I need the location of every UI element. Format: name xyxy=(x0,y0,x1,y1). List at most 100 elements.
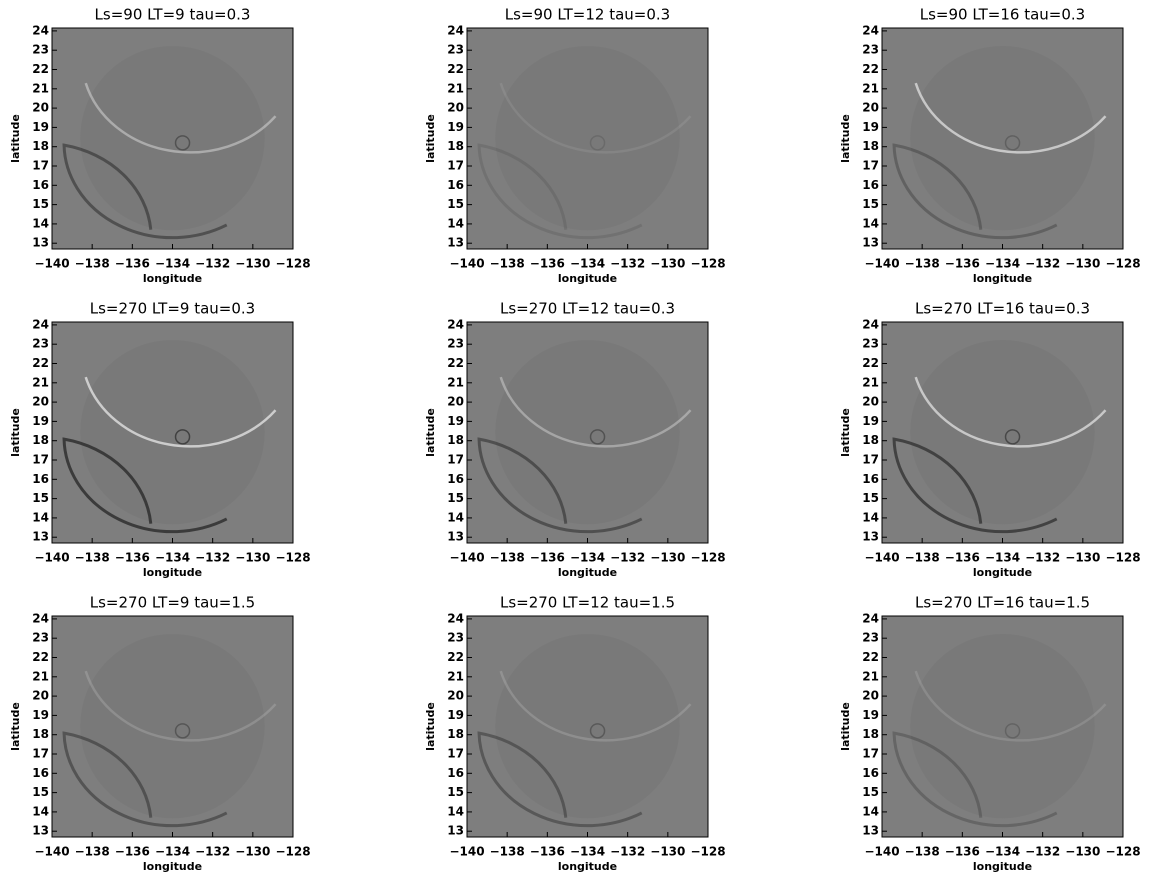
x-tick-label: −134 xyxy=(570,257,605,271)
y-tick-label: 13 xyxy=(32,236,49,250)
y-tick-label: 18 xyxy=(447,727,464,741)
y-tick-label: 16 xyxy=(32,766,49,780)
relief-rim-light xyxy=(914,376,1107,448)
relief-shield xyxy=(495,339,680,525)
y-axis-label: latitude xyxy=(839,114,852,163)
y-tick-label: 20 xyxy=(447,689,464,703)
x-tick-label: −140 xyxy=(34,551,69,565)
y-tick-label: 21 xyxy=(447,375,464,389)
y-tick-label: 21 xyxy=(862,375,879,389)
y-tick-label: 23 xyxy=(32,337,49,351)
y-tick-label: 16 xyxy=(32,178,49,192)
x-tick-label: −138 xyxy=(75,551,110,565)
x-tick-label: −132 xyxy=(610,551,645,565)
y-tick-label: 22 xyxy=(447,650,464,664)
relief-rim-dark xyxy=(62,143,228,240)
y-tick-label: 18 xyxy=(32,433,49,447)
relief-rim-dark xyxy=(477,437,643,534)
y-tick-label: 19 xyxy=(32,708,49,722)
y-tick-label: 18 xyxy=(447,139,464,153)
y-tick-label: 18 xyxy=(862,433,879,447)
y-tick-label: 16 xyxy=(862,766,879,780)
y-tick-label: 17 xyxy=(862,747,879,761)
x-tick-label: −136 xyxy=(945,257,980,271)
x-axis-label: longitude xyxy=(558,860,617,873)
x-tick-label: −140 xyxy=(34,845,69,859)
x-tick-label: −128 xyxy=(690,257,725,271)
y-tick-label: 15 xyxy=(32,785,49,799)
y-tick-label: 14 xyxy=(447,216,464,230)
panel: Ls=270 LT=12 tau=1.5 −140 −138 −136 −134 −132… xyxy=(424,594,726,874)
relief-rim-light xyxy=(499,82,692,154)
x-axis-label: longitude xyxy=(143,272,202,285)
x-tick-label: −132 xyxy=(1025,551,1060,565)
x-tick-label: −140 xyxy=(449,845,484,859)
x-tick-label: −136 xyxy=(945,845,980,859)
x-tick-label: −132 xyxy=(610,845,645,859)
panel-title: Ls=270 LT=12 tau=0.3 xyxy=(500,300,675,318)
y-tick-label: 24 xyxy=(32,611,49,625)
y-tick-label: 20 xyxy=(447,395,464,409)
x-tick-label: −132 xyxy=(1025,845,1060,859)
x-tick-label: −136 xyxy=(115,257,150,271)
y-tick-label: 15 xyxy=(32,491,49,505)
x-axis-label: longitude xyxy=(973,272,1032,285)
panel: Ls=270 LT=16 tau=0.3 −140 −138 −136 −134 −132… xyxy=(839,300,1141,580)
y-tick-label: 16 xyxy=(862,472,879,486)
y-tick-label: 22 xyxy=(862,62,879,76)
panel-title: Ls=90 LT=12 tau=0.3 xyxy=(505,6,670,24)
relief-shield xyxy=(495,633,680,819)
y-tick-label: 13 xyxy=(862,530,879,544)
x-tick-label: −138 xyxy=(905,845,940,859)
y-tick-label: 21 xyxy=(447,669,464,683)
y-tick-label: 16 xyxy=(447,472,464,486)
y-tick-label: 15 xyxy=(862,491,879,505)
relief-caldera xyxy=(589,429,606,445)
x-tick-label: −130 xyxy=(1065,257,1100,271)
relief-rim-light xyxy=(499,670,692,742)
x-axis-label: longitude xyxy=(143,566,202,579)
relief-caldera xyxy=(174,723,191,739)
y-tick-label: 17 xyxy=(32,159,49,173)
x-tick-label: −130 xyxy=(650,257,685,271)
y-tick-label: 16 xyxy=(862,178,879,192)
y-tick-label: 23 xyxy=(447,43,464,57)
relief-caldera xyxy=(1004,723,1021,739)
y-tick-label: 13 xyxy=(447,530,464,544)
panel-title: Ls=270 LT=9 tau=0.3 xyxy=(90,300,255,318)
x-tick-label: −128 xyxy=(275,845,310,859)
y-tick-label: 22 xyxy=(32,62,49,76)
x-tick-label: −128 xyxy=(1105,845,1140,859)
y-tick-label: 24 xyxy=(447,317,464,331)
panel-title: Ls=270 LT=12 tau=1.5 xyxy=(500,594,675,612)
relief-caldera xyxy=(589,723,606,739)
y-tick-label: 24 xyxy=(32,23,49,37)
x-tick-label: −130 xyxy=(235,845,270,859)
x-tick-label: −136 xyxy=(115,551,150,565)
x-tick-label: −140 xyxy=(864,845,899,859)
x-tick-label: −132 xyxy=(195,257,230,271)
y-tick-label: 17 xyxy=(862,159,879,173)
y-axis-label: latitude xyxy=(424,114,437,163)
relief-rim-dark xyxy=(62,437,228,534)
y-tick-label: 23 xyxy=(862,337,879,351)
relief-rim-dark xyxy=(892,731,1058,828)
y-tick-label: 16 xyxy=(447,178,464,192)
y-tick-label: 24 xyxy=(32,317,49,331)
y-tick-label: 21 xyxy=(862,81,879,95)
x-tick-label: −132 xyxy=(195,845,230,859)
x-tick-label: −136 xyxy=(530,845,565,859)
y-axis-label: latitude xyxy=(9,114,22,163)
x-tick-label: −130 xyxy=(235,551,270,565)
y-tick-label: 19 xyxy=(447,708,464,722)
y-tick-label: 21 xyxy=(447,81,464,95)
y-tick-label: 14 xyxy=(862,510,879,524)
y-tick-label: 22 xyxy=(32,650,49,664)
x-tick-label: −134 xyxy=(155,551,190,565)
y-tick-label: 20 xyxy=(862,689,879,703)
y-tick-label: 18 xyxy=(862,139,879,153)
relief-rim-dark xyxy=(477,731,643,828)
x-tick-label: −138 xyxy=(75,257,110,271)
x-tick-label: −130 xyxy=(235,257,270,271)
